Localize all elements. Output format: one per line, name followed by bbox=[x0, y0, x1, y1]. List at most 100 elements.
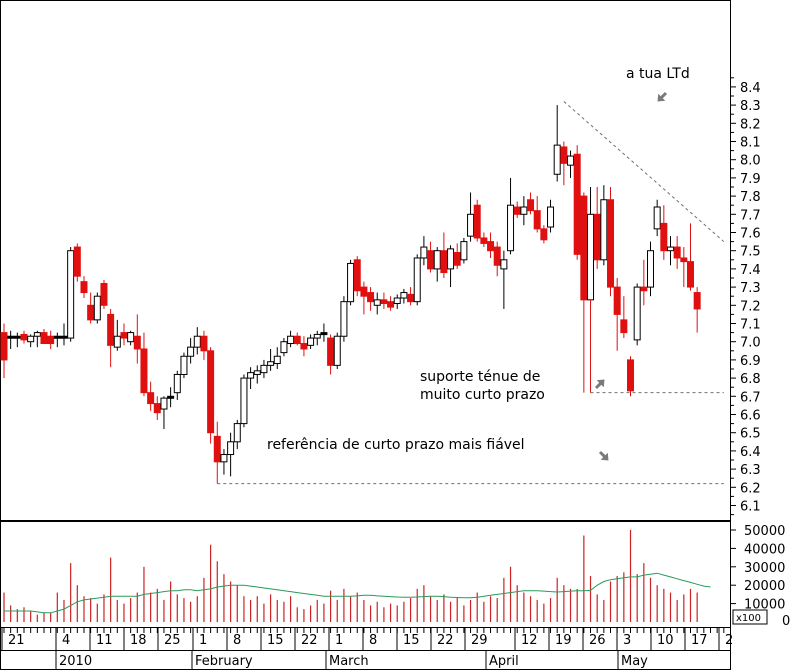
candle-body bbox=[300, 343, 308, 350]
candle-body bbox=[253, 370, 261, 375]
candle-body bbox=[220, 454, 228, 463]
price-tick-label: 8.4 bbox=[740, 81, 761, 96]
resistance-label: a tua LTd bbox=[626, 66, 690, 82]
candle-body bbox=[60, 335, 68, 339]
price-tick-label: 7.8 bbox=[740, 190, 761, 205]
price-tick-label: 6.5 bbox=[740, 427, 761, 442]
price-tick-label: 6.9 bbox=[740, 354, 761, 369]
candle-body bbox=[260, 364, 268, 374]
price-axis: 6.1 6.2 6.3 6.4 6.5 6.6 6.7 6.8 6.9 7.0 7.1 7.2 7.3 7… bbox=[731, 77, 761, 516]
date-day-label: 11 bbox=[96, 633, 113, 648]
candle-body bbox=[193, 335, 201, 348]
candle-body bbox=[593, 213, 601, 261]
volume-moving-average-line bbox=[4, 572, 711, 614]
date-month-label: February bbox=[195, 654, 253, 669]
volume-tick-label: 30000 bbox=[744, 561, 785, 576]
candle-body bbox=[213, 435, 221, 463]
arrow-down-left-icon bbox=[657, 91, 668, 102]
price-tick-label: 6.2 bbox=[740, 481, 761, 496]
volume-tick-label: 10000 bbox=[744, 598, 785, 613]
date-day-label: 15 bbox=[267, 633, 284, 648]
candle-body bbox=[27, 335, 35, 343]
date-day-label: 25 bbox=[164, 633, 181, 648]
candle-body bbox=[686, 261, 694, 288]
candle-body bbox=[407, 293, 415, 303]
price-tick-label: 7.9 bbox=[740, 172, 761, 187]
date-day-label: 26 bbox=[589, 633, 606, 648]
candle-body bbox=[87, 304, 95, 321]
candle-body bbox=[500, 259, 508, 270]
volume-panel-frame bbox=[0, 521, 731, 628]
price-tick-label: 8.0 bbox=[740, 154, 761, 169]
candle-body bbox=[533, 210, 541, 230]
candle-body bbox=[400, 292, 408, 299]
candle-body bbox=[420, 246, 428, 259]
date-day-label: 18 bbox=[130, 633, 147, 648]
date-day-label: 10 bbox=[657, 633, 674, 648]
price-candles bbox=[0, 105, 701, 484]
candle-body bbox=[367, 292, 375, 303]
price-tick-label: 6.4 bbox=[740, 445, 761, 460]
price-tick-label: 7.7 bbox=[740, 208, 761, 223]
date-day-label: 19 bbox=[555, 633, 572, 648]
arrow-down-right-icon bbox=[598, 450, 609, 461]
volume-tick-label: 20000 bbox=[744, 579, 785, 594]
date-day-label: 21 bbox=[8, 633, 25, 648]
candle-body bbox=[613, 286, 621, 315]
candle-body bbox=[673, 246, 681, 259]
volume-multiplier-label: x100 bbox=[736, 613, 761, 624]
price-tick-label: 7.6 bbox=[740, 227, 761, 242]
price-tick-label: 8.1 bbox=[740, 136, 761, 151]
candle-body bbox=[413, 257, 421, 303]
price-tick-label: 7.0 bbox=[740, 336, 761, 351]
price-tick-label: 8.2 bbox=[740, 117, 761, 132]
candle-body bbox=[680, 257, 688, 263]
candle-body bbox=[693, 292, 701, 310]
candle-body bbox=[540, 228, 548, 241]
candle-body bbox=[567, 155, 575, 166]
date-day-label: 8 bbox=[369, 633, 377, 648]
candle-body bbox=[307, 337, 315, 346]
candle-body bbox=[40, 332, 48, 345]
candle-body bbox=[373, 299, 381, 306]
date-month-label: March bbox=[329, 654, 369, 669]
price-tick-label: 7.1 bbox=[740, 318, 761, 333]
candle-body bbox=[587, 213, 595, 301]
price-tick-label: 6.1 bbox=[740, 500, 761, 515]
candle-body bbox=[480, 237, 488, 244]
arrow-up-right-icon bbox=[594, 379, 605, 390]
candle-body bbox=[647, 250, 655, 288]
candle-body bbox=[627, 359, 635, 392]
candle-body bbox=[120, 332, 128, 339]
candle-body bbox=[580, 195, 588, 301]
volume-zero-label: 0 bbox=[782, 614, 790, 629]
candle-body bbox=[147, 392, 155, 405]
candle-body bbox=[20, 333, 28, 341]
candle-body bbox=[620, 319, 628, 334]
candle-body bbox=[240, 377, 248, 425]
candle-body bbox=[53, 335, 61, 339]
candle-body bbox=[560, 146, 568, 164]
volume-tick-label: 40000 bbox=[744, 542, 785, 557]
candle-body bbox=[13, 335, 21, 339]
candle-body bbox=[160, 397, 168, 410]
candle-body bbox=[100, 282, 108, 306]
date-day-label: 1 bbox=[335, 633, 343, 648]
candle-body bbox=[73, 246, 81, 277]
candle-body bbox=[433, 250, 441, 270]
candle-body bbox=[507, 204, 515, 252]
candle-body bbox=[0, 332, 8, 361]
date-day-label: 1 bbox=[199, 633, 207, 648]
candle-body bbox=[187, 346, 195, 357]
candle-body bbox=[127, 332, 135, 343]
candle-body bbox=[487, 241, 495, 252]
price-panel-frame bbox=[0, 0, 731, 521]
volume-multiplier-box bbox=[732, 609, 768, 625]
candle-body bbox=[667, 246, 674, 252]
date-day-label: 22 bbox=[437, 633, 454, 648]
date-day-label: 8 bbox=[233, 633, 241, 648]
price-tick-label: 7.5 bbox=[740, 245, 761, 260]
candle-body bbox=[33, 332, 41, 337]
